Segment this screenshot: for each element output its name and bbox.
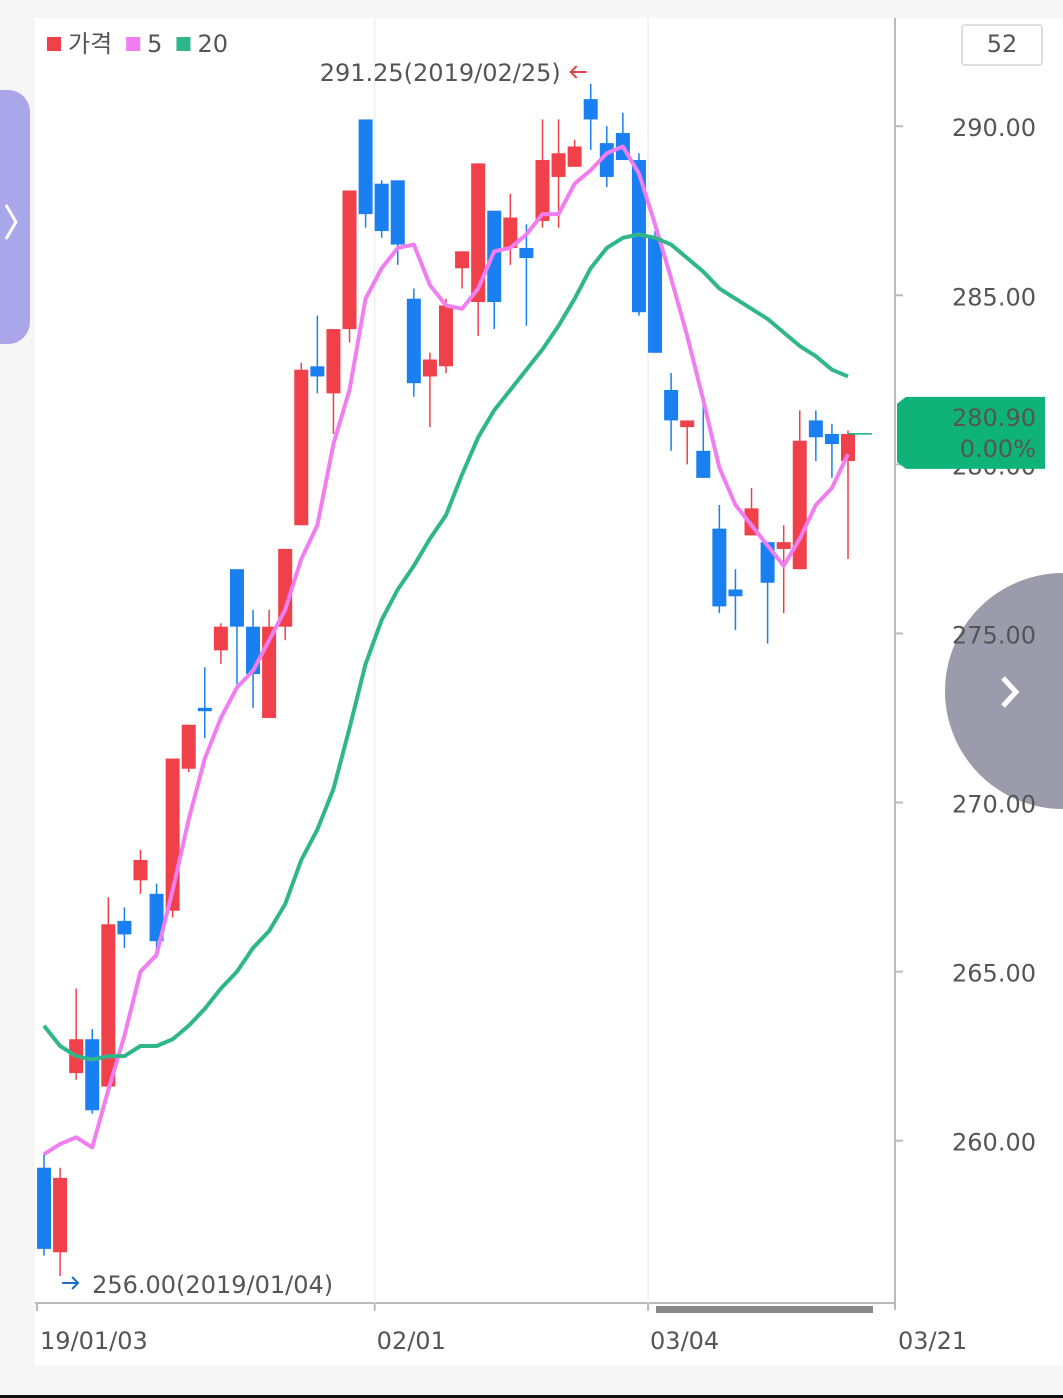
y-tick-label: 260.00: [952, 1129, 1036, 1157]
candle-body: [487, 210, 502, 303]
legend-swatch: [47, 37, 61, 51]
candle-body: [648, 237, 663, 353]
tab-chevron: [4, 204, 18, 240]
candle-body: [728, 589, 743, 597]
candle-body: [181, 724, 196, 769]
last-change: 0.00%: [960, 435, 1036, 463]
candle-body: [294, 369, 309, 526]
scrollbar[interactable]: [656, 1306, 873, 1313]
candle-body: [471, 163, 486, 303]
x-tick-label: 02/01: [377, 1327, 446, 1355]
candle-body: [808, 420, 823, 438]
legend-swatch: [176, 37, 191, 51]
y-tick-label: 275.00: [952, 621, 1036, 649]
price-tag-point: [897, 396, 906, 469]
badge: 52: [987, 30, 1018, 58]
candle-body: [519, 247, 534, 259]
y-tick-label: 270.00: [952, 791, 1036, 819]
candle-body: [85, 1039, 100, 1111]
candle-body: [229, 569, 244, 627]
candle-body: [583, 99, 598, 120]
low-arrow: [62, 1276, 80, 1290]
candle-body: [342, 190, 357, 330]
legend-label: 가격: [68, 30, 112, 58]
low-annotation: 256.00(2019/01/04): [92, 1271, 333, 1299]
legend-swatch: [126, 37, 141, 51]
candle-body: [390, 180, 405, 245]
candle-body: [664, 389, 679, 421]
candle-body: [326, 329, 341, 394]
candle-body: [133, 860, 148, 881]
left-panel-tab[interactable]: [0, 90, 30, 344]
candle-body: [422, 359, 437, 377]
candle-body: [406, 298, 421, 384]
date-area: [35, 1303, 1063, 1365]
bottom-bar: [0, 1395, 1063, 1398]
candle-body: [535, 160, 550, 221]
candle-body: [824, 433, 839, 445]
candle-body: [696, 450, 711, 478]
next-button[interactable]: [945, 573, 1063, 809]
candle-body: [310, 366, 325, 377]
price-tag: [897, 396, 1045, 469]
candle-body: [551, 153, 566, 177]
candle-body: [841, 433, 855, 461]
candle-body: [503, 217, 518, 248]
ma-line: [42, 232, 849, 1062]
candle-body: [117, 920, 132, 935]
next-chevron: [1001, 676, 1020, 708]
candle-body: [439, 305, 453, 367]
candle-body: [712, 528, 727, 607]
badge-box[interactable]: [961, 24, 1043, 66]
high-arrow: [569, 65, 587, 79]
candle-body: [374, 183, 389, 232]
x-tick-label: 03/04: [650, 1327, 719, 1355]
candle-body: [567, 146, 582, 167]
candle-body: [278, 548, 293, 627]
x-tick-label: 03/21: [898, 1327, 967, 1355]
candle-body: [680, 420, 695, 428]
candle-body: [213, 626, 228, 651]
candle-body: [197, 707, 212, 712]
candle-body: [792, 440, 807, 570]
ma-line: [42, 144, 850, 1156]
y-tick-label: 290.00: [952, 114, 1036, 142]
y-tick-label: 265.00: [952, 960, 1036, 988]
candle-body: [37, 1167, 51, 1249]
candle-body: [455, 251, 470, 269]
plot-area: [35, 18, 895, 1303]
y-tick-label: 285.00: [952, 283, 1036, 311]
candle-body: [149, 893, 164, 942]
legend-label: 5: [147, 30, 162, 58]
candle-body: [776, 542, 791, 549]
candle-body: [358, 119, 373, 215]
high-annotation: 291.25(2019/02/25): [320, 59, 561, 87]
legend-label: 20: [197, 30, 228, 58]
candle-body: [53, 1177, 68, 1253]
x-tick-label: 19/01/03: [40, 1327, 148, 1355]
last-price: 280.90: [952, 404, 1036, 432]
candle-body: [101, 924, 116, 1087]
